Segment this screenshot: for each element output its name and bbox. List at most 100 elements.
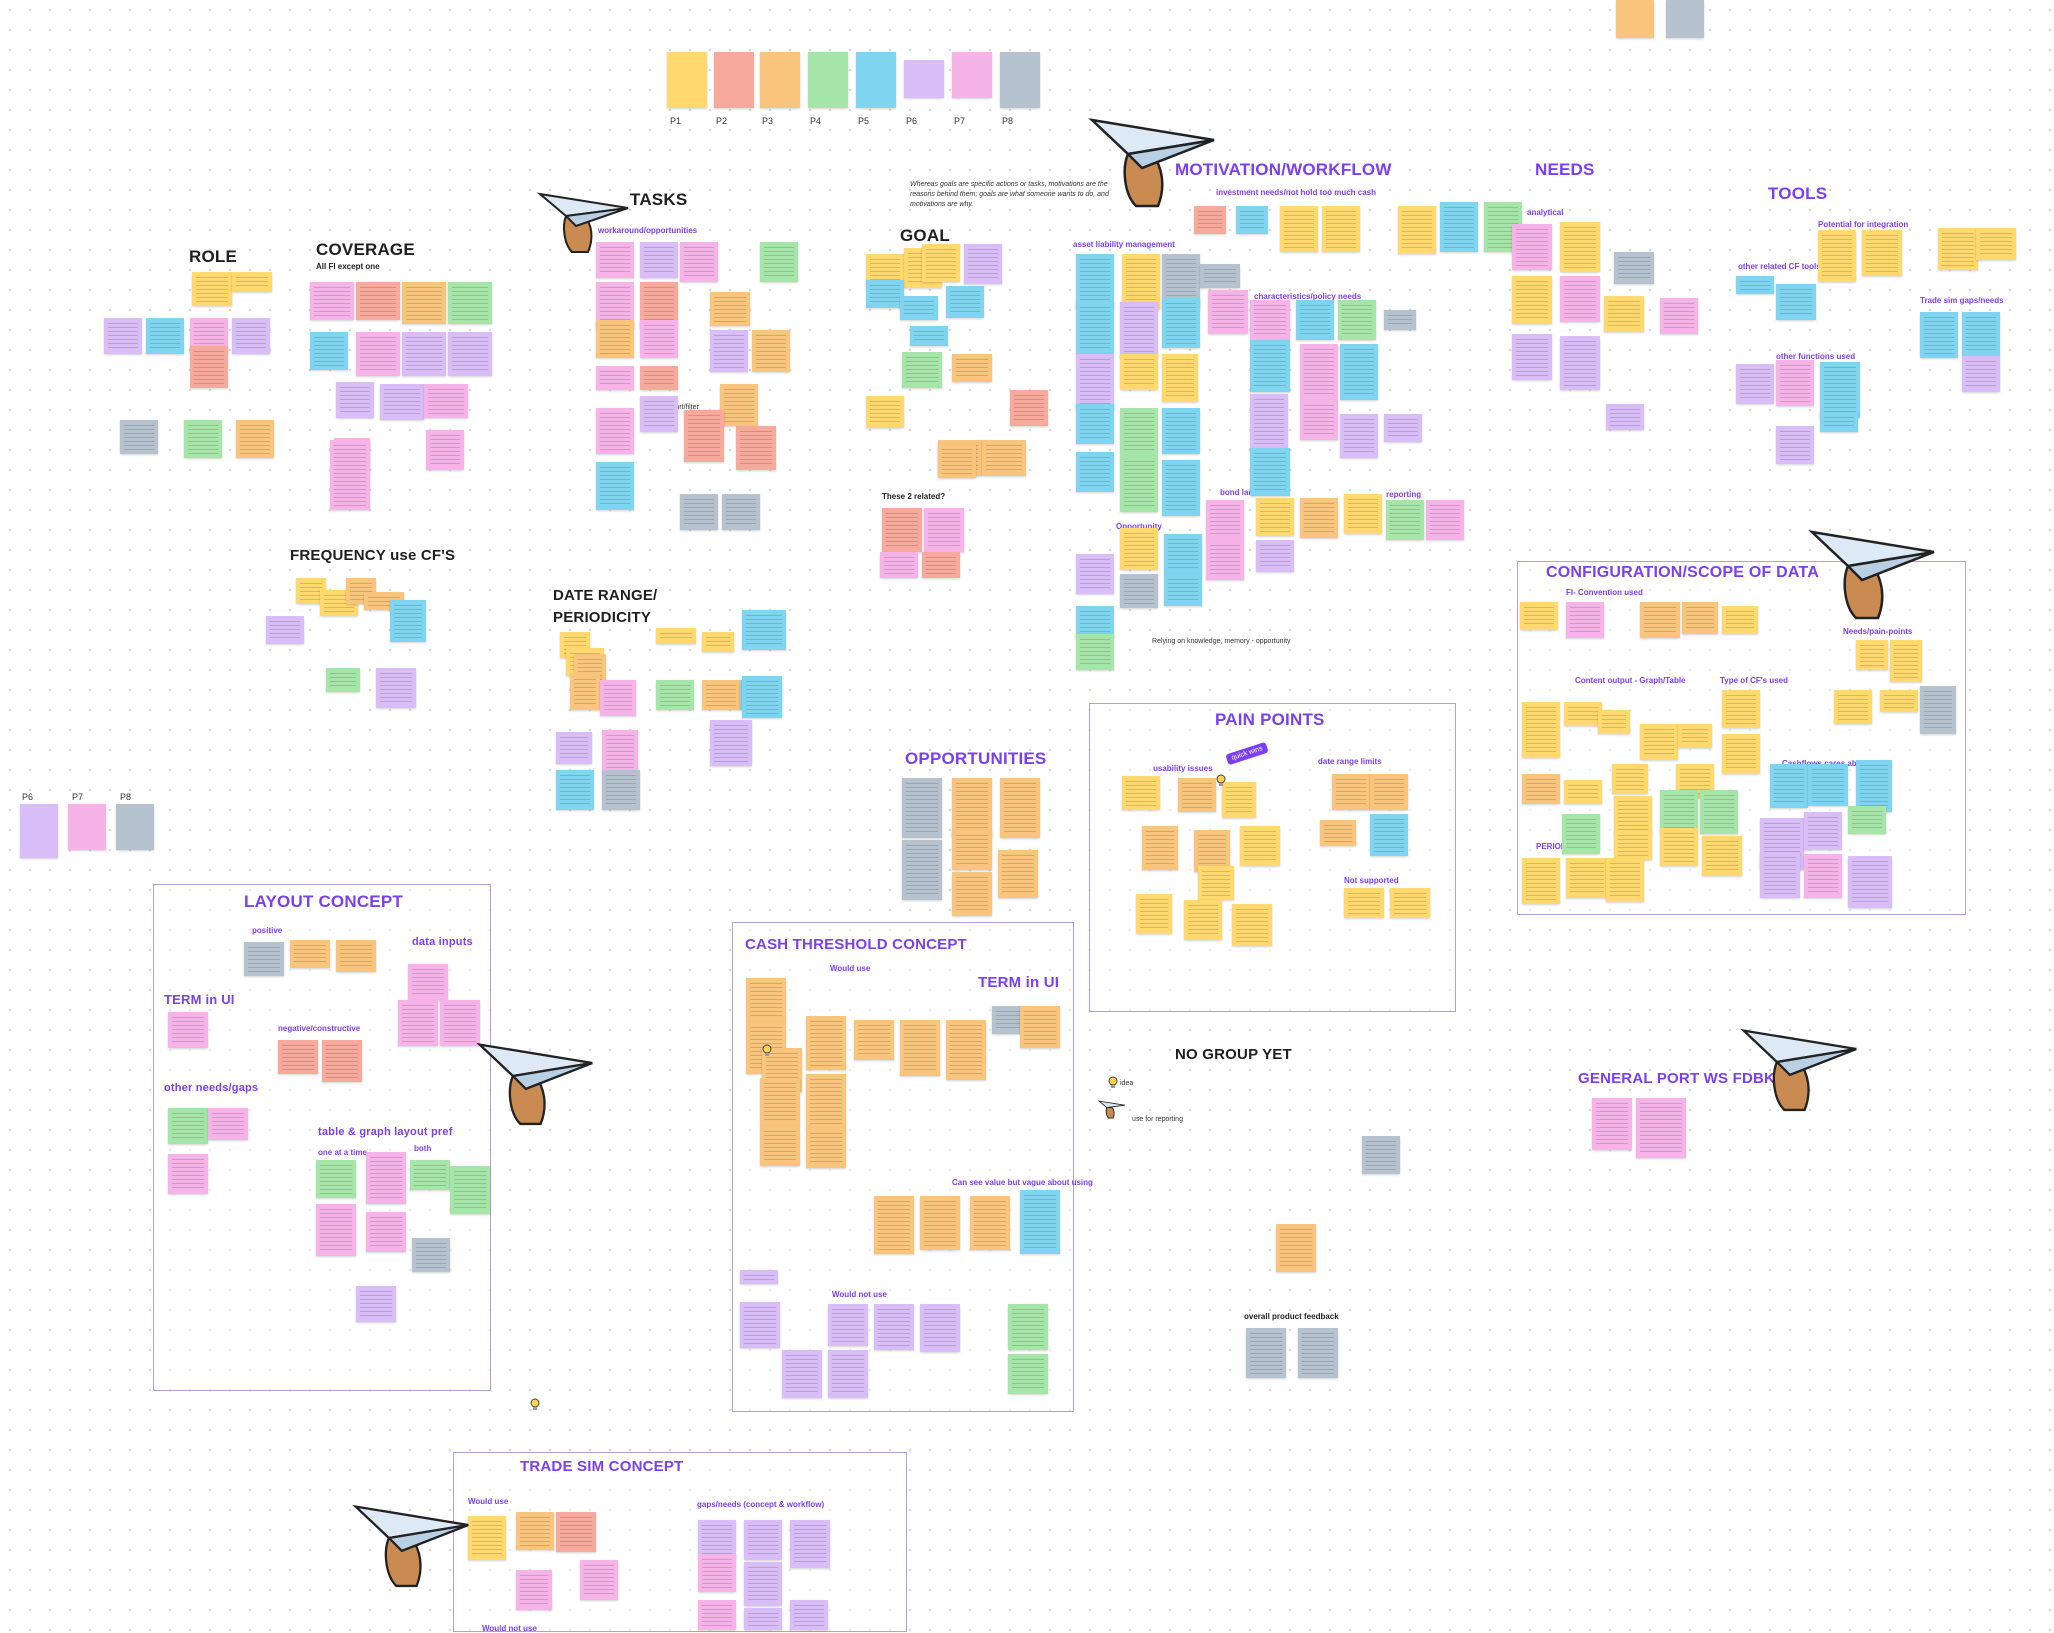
sticky-note[interactable] bbox=[366, 1212, 406, 1252]
sticky-note[interactable] bbox=[1722, 690, 1760, 728]
sticky-note[interactable] bbox=[330, 440, 370, 510]
sticky-note[interactable] bbox=[556, 1512, 596, 1552]
sticky-note[interactable] bbox=[920, 1196, 960, 1250]
sticky-note[interactable] bbox=[450, 1166, 490, 1214]
sticky-note[interactable] bbox=[1776, 360, 1814, 406]
sticky-note[interactable] bbox=[1736, 276, 1774, 294]
sticky-note[interactable] bbox=[882, 508, 922, 552]
sticky-note[interactable] bbox=[746, 978, 786, 1022]
sticky-note[interactable] bbox=[580, 1560, 618, 1600]
sticky-note[interactable] bbox=[1194, 206, 1226, 234]
sticky-note[interactable] bbox=[278, 1040, 318, 1074]
sticky-note[interactable] bbox=[1250, 340, 1290, 392]
sticky-note[interactable] bbox=[266, 616, 304, 644]
sticky-note[interactable] bbox=[1246, 1328, 1286, 1378]
persona-p7-sticky[interactable] bbox=[952, 52, 992, 98]
sticky-note[interactable] bbox=[402, 332, 446, 376]
sticky-note[interactable] bbox=[1612, 764, 1648, 794]
sticky-note[interactable] bbox=[1008, 1304, 1048, 1350]
sticky-note[interactable] bbox=[744, 1520, 782, 1560]
sticky-note[interactable] bbox=[656, 628, 696, 644]
persona-p7-side-sticky[interactable] bbox=[68, 804, 106, 850]
sticky-note[interactable] bbox=[1250, 448, 1290, 496]
sticky-note[interactable] bbox=[1300, 344, 1338, 400]
sticky-note[interactable] bbox=[710, 720, 752, 766]
sticky-note[interactable] bbox=[920, 1304, 960, 1352]
sticky-note[interactable] bbox=[366, 1152, 406, 1204]
sticky-note[interactable] bbox=[602, 730, 638, 772]
sticky-note[interactable] bbox=[970, 1196, 1010, 1250]
sticky-note[interactable] bbox=[1614, 796, 1652, 836]
sticky-note[interactable] bbox=[1240, 826, 1280, 866]
sticky-note[interactable] bbox=[570, 674, 600, 710]
sticky-note[interactable] bbox=[424, 384, 468, 418]
sticky-note[interactable] bbox=[1520, 602, 1558, 630]
sticky-note[interactable] bbox=[1522, 774, 1560, 804]
sticky-note[interactable] bbox=[1760, 852, 1800, 898]
sticky-note[interactable] bbox=[192, 272, 232, 306]
sticky-note[interactable] bbox=[376, 668, 416, 708]
sticky-note[interactable] bbox=[1280, 206, 1318, 252]
sticky-note[interactable] bbox=[1162, 408, 1200, 454]
sticky-note[interactable] bbox=[910, 326, 948, 346]
sticky-note[interactable] bbox=[232, 272, 272, 292]
sticky-note[interactable] bbox=[398, 1000, 438, 1046]
sticky-note[interactable] bbox=[1560, 336, 1600, 390]
sticky-note[interactable] bbox=[402, 282, 446, 324]
sticky-note[interactable] bbox=[1818, 230, 1856, 282]
sticky-note[interactable] bbox=[1776, 284, 1816, 320]
sticky-note[interactable] bbox=[1920, 686, 1956, 734]
sticky-note[interactable] bbox=[190, 346, 228, 388]
sticky-note[interactable] bbox=[1722, 606, 1758, 634]
sticky-note[interactable] bbox=[680, 494, 718, 530]
sticky-note[interactable] bbox=[1076, 404, 1114, 444]
sticky-note[interactable] bbox=[1320, 820, 1356, 846]
sticky-note[interactable] bbox=[806, 1074, 846, 1130]
sticky-note[interactable] bbox=[1020, 1190, 1060, 1254]
sticky-note[interactable] bbox=[720, 384, 758, 426]
sticky-note[interactable] bbox=[600, 680, 636, 716]
sticky-note[interactable] bbox=[236, 420, 274, 458]
sticky-note[interactable] bbox=[1660, 790, 1698, 832]
sticky-note[interactable] bbox=[596, 320, 634, 358]
sticky-note[interactable] bbox=[640, 366, 678, 390]
sticky-note[interactable] bbox=[1344, 494, 1382, 534]
sticky-note[interactable] bbox=[1198, 866, 1234, 900]
sticky-note[interactable] bbox=[1808, 764, 1848, 806]
sticky-note[interactable] bbox=[1076, 452, 1114, 492]
sticky-note[interactable] bbox=[952, 830, 992, 870]
sticky-note[interactable] bbox=[740, 1302, 780, 1348]
sticky-note[interactable] bbox=[596, 408, 634, 454]
sticky-note[interactable] bbox=[104, 318, 142, 354]
sticky-note[interactable] bbox=[1076, 634, 1114, 670]
sticky-note[interactable] bbox=[698, 1554, 736, 1592]
sticky-note[interactable] bbox=[426, 430, 464, 470]
sticky-note[interactable] bbox=[1200, 264, 1240, 288]
sticky-note[interactable] bbox=[1076, 254, 1114, 310]
sticky-note[interactable] bbox=[310, 282, 354, 320]
sticky-note[interactable] bbox=[1920, 312, 1958, 358]
sticky-note[interactable] bbox=[1256, 498, 1294, 536]
sticky-note[interactable] bbox=[1206, 500, 1244, 540]
sticky-note[interactable] bbox=[752, 330, 790, 372]
sticky-note[interactable] bbox=[1300, 400, 1338, 440]
sticky-note[interactable] bbox=[866, 396, 904, 428]
sticky-note[interactable] bbox=[1008, 1354, 1048, 1394]
sticky-note[interactable] bbox=[760, 1126, 800, 1166]
sticky-note[interactable] bbox=[1560, 276, 1600, 322]
sticky-note[interactable] bbox=[1562, 814, 1600, 854]
sticky-note[interactable] bbox=[1660, 298, 1698, 334]
persona-p6-side-sticky[interactable] bbox=[20, 804, 58, 858]
sticky-note[interactable] bbox=[1636, 1098, 1686, 1158]
sticky-note[interactable] bbox=[952, 778, 992, 838]
sticky-note[interactable] bbox=[244, 942, 284, 976]
sticky-note[interactable] bbox=[1440, 202, 1478, 252]
sticky-note[interactable] bbox=[1848, 806, 1886, 834]
sticky-note[interactable] bbox=[640, 242, 678, 278]
sticky-note[interactable] bbox=[742, 676, 782, 718]
sticky-note[interactable] bbox=[336, 382, 374, 418]
sticky-note[interactable] bbox=[168, 1154, 208, 1194]
sticky-note[interactable] bbox=[1700, 790, 1738, 834]
sticky-note[interactable] bbox=[408, 964, 448, 1000]
sticky-note[interactable] bbox=[1592, 1098, 1632, 1150]
